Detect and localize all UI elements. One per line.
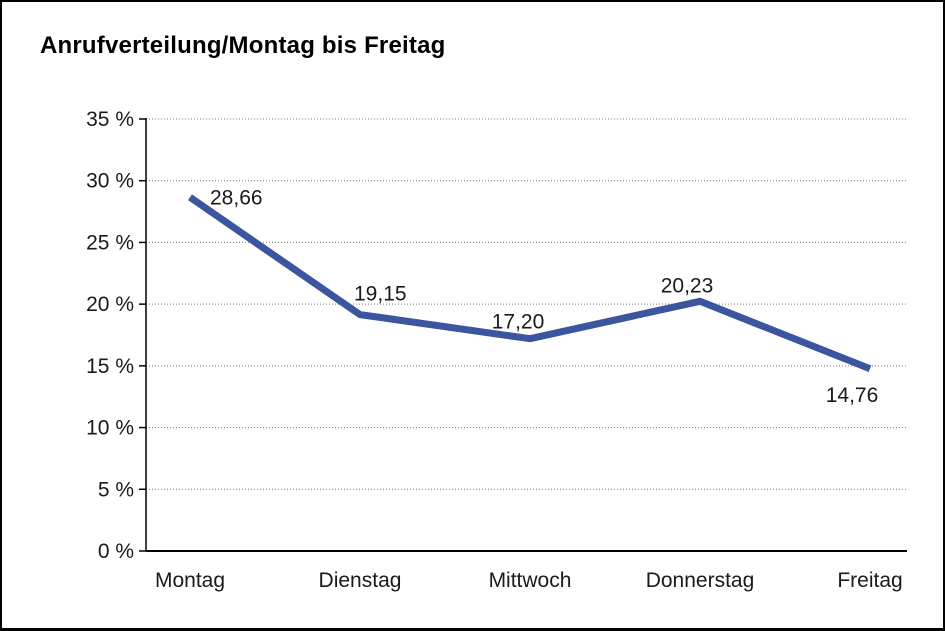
y-tick-label: 20 % (86, 293, 134, 316)
x-category-label: Mittwoch (489, 569, 572, 592)
y-tick-label: 5 % (98, 478, 134, 501)
chart-title: Anrufverteilung/Montag bis Freitag (40, 32, 446, 59)
x-category-label: Freitag (837, 569, 902, 592)
data-point-label: 14,76 (826, 384, 879, 407)
data-point-label: 20,23 (661, 274, 714, 297)
y-tick-label: 35 % (86, 108, 134, 131)
x-category-label: Montag (155, 569, 225, 592)
y-tick-label: 30 % (86, 170, 134, 193)
data-line (188, 194, 872, 373)
y-tick-label: 25 % (86, 231, 134, 254)
x-category-label: Dienstag (319, 569, 402, 592)
y-tick-label: 10 % (86, 417, 134, 440)
data-point-label: 28,66 (210, 186, 263, 209)
data-point-label: 19,15 (354, 283, 407, 306)
y-tick-label: 15 % (86, 355, 134, 378)
y-tick-label: 0 % (98, 540, 134, 563)
data-point-label: 17,20 (492, 311, 545, 334)
x-category-label: Donnerstag (646, 569, 755, 592)
